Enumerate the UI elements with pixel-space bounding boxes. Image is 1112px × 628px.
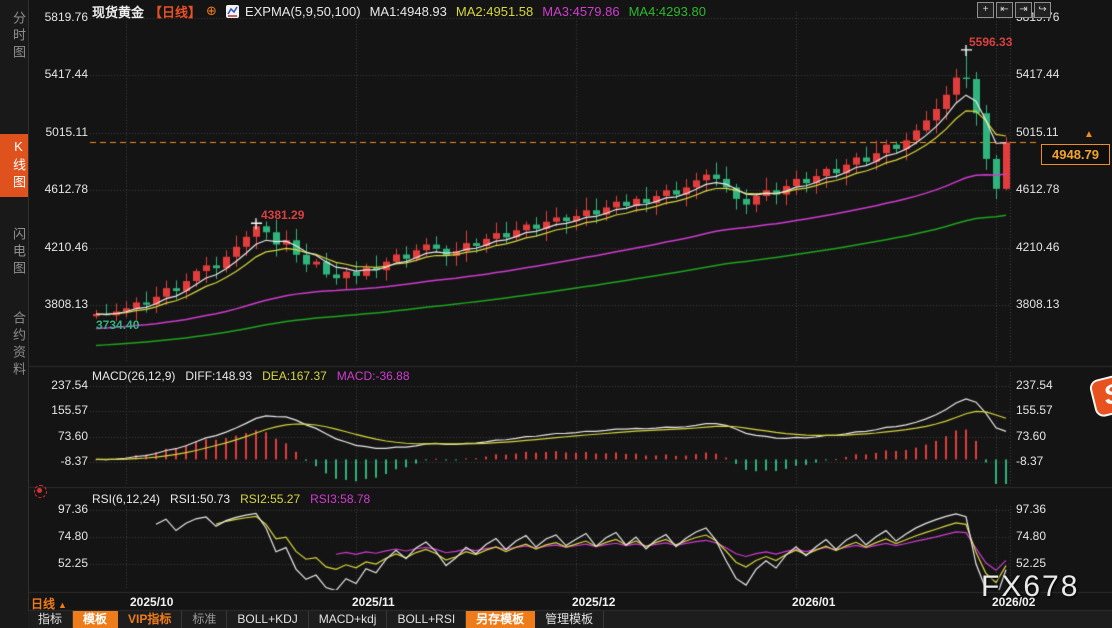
axis-label: 74.80 — [1016, 529, 1047, 543]
bottom-tab-6[interactable]: BOLL+RSI — [387, 611, 467, 628]
sidebar-item-3[interactable]: 合约资料 — [11, 311, 26, 379]
indicator-name: EXPMA(5,9,50,100) — [244, 3, 361, 19]
annotation-oct-peak: 4381.29 — [261, 208, 305, 222]
indicator-chart-icon[interactable] — [225, 4, 239, 18]
current-price-readout: 4948.79 — [1041, 144, 1110, 165]
bottom-tab-0[interactable]: 指标 — [28, 611, 74, 628]
symbol-title: 现货黄金 — [92, 4, 145, 20]
axis-label: 5417.44 — [1016, 67, 1060, 81]
ma4-value: MA4:4293.80 — [628, 3, 706, 19]
axis-label: 73.60 — [57, 429, 88, 443]
axis-label: 237.54 — [1016, 378, 1053, 392]
axis-label: 4612.78 — [44, 182, 88, 196]
rsi3-value: RSI3:58.78 — [310, 492, 371, 506]
axis-label: 155.57 — [51, 403, 88, 417]
axis-label: 5819.76 — [44, 10, 88, 24]
x-axis-date-label: 2026/02 — [992, 595, 1036, 609]
price-marker-icon: ▲ — [1084, 129, 1094, 140]
sidebar-item-1[interactable]: K线图 — [0, 134, 28, 197]
bottom-tab-3[interactable]: 标准 — [182, 611, 228, 628]
axis-label: 4210.46 — [44, 240, 88, 254]
macd-title[interactable]: MACD(26,12,9) — [92, 369, 176, 383]
ma2-value: MA2:4951.58 — [455, 3, 534, 19]
bottom-tab-8[interactable]: 管理模板 — [535, 611, 605, 628]
sidebar-item-2[interactable]: 闪电图 — [11, 227, 26, 278]
x-axis-date-label: 2025/11 — [352, 595, 395, 609]
bottom-tab-2[interactable]: VIP指标 — [118, 611, 183, 628]
axis-label: -8.37 — [60, 454, 88, 468]
axis-label: 5417.44 — [44, 67, 88, 81]
rsi1-value: RSI1:50.73 — [170, 492, 231, 506]
period-selector[interactable]: 日线 ▲ — [31, 595, 67, 612]
axis-label: 155.57 — [1016, 403, 1053, 417]
axis-label: 3808.13 — [1016, 297, 1060, 311]
bottom-tab-bar: 指标 模板 VIP指标 标准 BOLL+KDJ MACD+kdj BOLL+RSI 另存模板管… — [28, 611, 1112, 628]
rsi-title[interactable]: RSI(6,12,24) — [92, 492, 161, 506]
annotation-start-low: 3734.40 — [96, 318, 140, 332]
macd-bar-value: MACD:-36.88 — [336, 369, 410, 383]
sidebar-item-0[interactable]: 分时图 — [11, 11, 26, 62]
add-indicator-icon[interactable]: ⊕ — [206, 3, 217, 18]
period-tag[interactable]: 【日线】 — [149, 4, 202, 20]
left-sidebar: 分时图 K线图闪电图合约资料 — [0, 0, 29, 628]
axis-label: -8.37 — [1016, 454, 1044, 468]
fx678-watermark: FX678 — [981, 570, 1080, 603]
macd-header: MACD(26,12,9) DIFF:148.93 DEA:167.37 MAC… — [92, 369, 410, 383]
axis-label: 97.36 — [57, 502, 88, 516]
macd-diff-value: DIFF:148.93 — [185, 369, 253, 383]
axis-label: 52.25 — [1016, 556, 1047, 570]
crosshair-icon[interactable]: + — [977, 2, 994, 18]
axis-label: 73.60 — [1016, 429, 1047, 443]
bottom-tab-4[interactable]: BOLL+KDJ — [227, 611, 309, 628]
pan-right-icon[interactable]: ↪ — [1034, 2, 1051, 18]
axis-label: 5015.11 — [45, 125, 89, 139]
ma1-value: MA1:4948.93 — [369, 3, 447, 19]
rsi2-value: RSI2:55.27 — [240, 492, 301, 506]
period-label: 日线 — [31, 597, 56, 611]
axis-label: 5015.11 — [1016, 125, 1059, 139]
ma3-value: MA3:4579.86 — [542, 3, 620, 19]
macd-dea-value: DEA:167.37 — [262, 369, 327, 383]
axis-label: 237.54 — [51, 378, 88, 392]
axis-label: 74.80 — [57, 529, 88, 543]
x-axis-date-label: 2026/01 — [792, 595, 836, 609]
axis-label: 4612.78 — [1016, 182, 1060, 196]
scale-right-icon[interactable]: ⇥ — [1015, 2, 1032, 18]
axis-label: 97.36 — [1016, 502, 1047, 516]
x-axis-date-label: 2025/12 — [572, 595, 616, 609]
bottom-tab-1[interactable]: 模板 — [73, 611, 119, 628]
x-axis-date-label: 2025/10 — [130, 595, 174, 609]
chart-header: 现货黄金 【日线】 ⊕ EXPMA(5,9,50,100) MA1:4948.9… — [92, 2, 706, 20]
bottom-tab-7[interactable]: 另存模板 — [466, 611, 536, 628]
bottom-tab-5[interactable]: MACD+kdj — [309, 611, 388, 628]
axis-label: 3808.13 — [44, 297, 88, 311]
live-beacon-icon — [34, 485, 47, 498]
axis-label: 4210.46 — [1016, 240, 1060, 254]
period-arrow-icon: ▲ — [58, 600, 67, 610]
annotation-all-time-high: 5596.33 — [969, 35, 1013, 49]
rsi-header: RSI(6,12,24) RSI1:50.73 RSI2:55.27 RSI3:… — [92, 492, 370, 506]
chart-toolbar: + ⇤ ⇥ ↪ — [977, 2, 1051, 18]
axis-label: 52.25 — [57, 556, 88, 570]
scale-left-icon[interactable]: ⇤ — [996, 2, 1013, 18]
